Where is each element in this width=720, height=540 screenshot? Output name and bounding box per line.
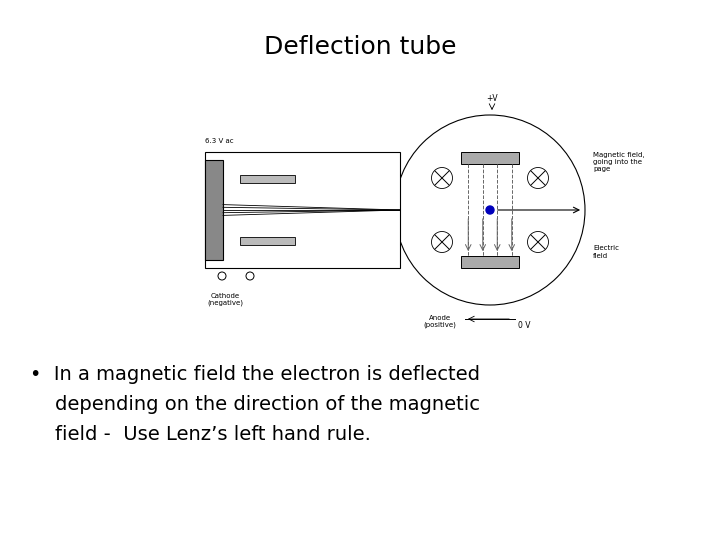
Text: •  In a magnetic field the electron is deflected: • In a magnetic field the electron is de… xyxy=(30,365,480,384)
Text: field -  Use Lenz’s left hand rule.: field - Use Lenz’s left hand rule. xyxy=(30,425,371,444)
Bar xyxy=(205,160,223,260)
Text: depending on the direction of the magnetic: depending on the direction of the magnet… xyxy=(30,395,480,414)
Bar xyxy=(240,175,295,183)
Bar xyxy=(461,152,519,164)
Circle shape xyxy=(486,206,494,214)
Text: 6.3 V ac: 6.3 V ac xyxy=(205,138,233,144)
Bar xyxy=(461,256,519,268)
Text: Cathode
(negative): Cathode (negative) xyxy=(207,293,243,307)
Text: Anode
(positive): Anode (positive) xyxy=(423,315,456,328)
Text: 0 V: 0 V xyxy=(518,321,531,330)
Text: Deflection tube: Deflection tube xyxy=(264,35,456,59)
Bar xyxy=(240,237,295,245)
Bar xyxy=(205,152,400,268)
Text: Magnetic field,
going into the
page: Magnetic field, going into the page xyxy=(593,152,644,172)
Text: Electric
field: Electric field xyxy=(593,246,619,259)
Text: +V: +V xyxy=(486,94,498,103)
